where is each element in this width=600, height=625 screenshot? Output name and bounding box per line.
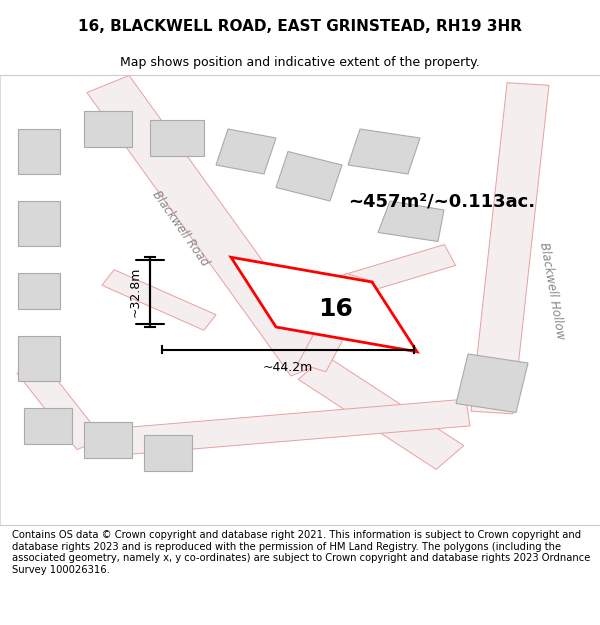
Polygon shape xyxy=(378,201,444,241)
Polygon shape xyxy=(17,362,103,450)
Text: Blackwell Road: Blackwell Road xyxy=(149,188,211,268)
Polygon shape xyxy=(471,82,549,414)
Text: ~32.8m: ~32.8m xyxy=(128,267,142,318)
Polygon shape xyxy=(18,201,60,246)
Polygon shape xyxy=(348,129,420,174)
Polygon shape xyxy=(18,273,60,309)
Polygon shape xyxy=(216,129,276,174)
Text: 16: 16 xyxy=(319,297,353,321)
Polygon shape xyxy=(325,244,455,301)
Text: ~44.2m: ~44.2m xyxy=(263,361,313,374)
Polygon shape xyxy=(88,399,470,458)
Polygon shape xyxy=(144,435,192,471)
Polygon shape xyxy=(24,408,72,444)
Text: Contains OS data © Crown copyright and database right 2021. This information is : Contains OS data © Crown copyright and d… xyxy=(12,530,590,575)
Polygon shape xyxy=(298,273,374,372)
Polygon shape xyxy=(298,356,464,469)
Polygon shape xyxy=(231,258,417,352)
Text: Blackwell Hollow: Blackwell Hollow xyxy=(537,241,567,341)
Polygon shape xyxy=(87,76,333,376)
Polygon shape xyxy=(102,270,216,330)
Polygon shape xyxy=(84,111,132,147)
Polygon shape xyxy=(84,421,132,457)
Text: ~457m²/~0.113ac.: ~457m²/~0.113ac. xyxy=(348,192,535,210)
Polygon shape xyxy=(150,120,204,156)
Polygon shape xyxy=(456,354,528,412)
Polygon shape xyxy=(18,336,60,381)
Polygon shape xyxy=(18,129,60,174)
Text: 16, BLACKWELL ROAD, EAST GRINSTEAD, RH19 3HR: 16, BLACKWELL ROAD, EAST GRINSTEAD, RH19… xyxy=(78,19,522,34)
Polygon shape xyxy=(276,151,342,201)
Text: Map shows position and indicative extent of the property.: Map shows position and indicative extent… xyxy=(120,56,480,69)
